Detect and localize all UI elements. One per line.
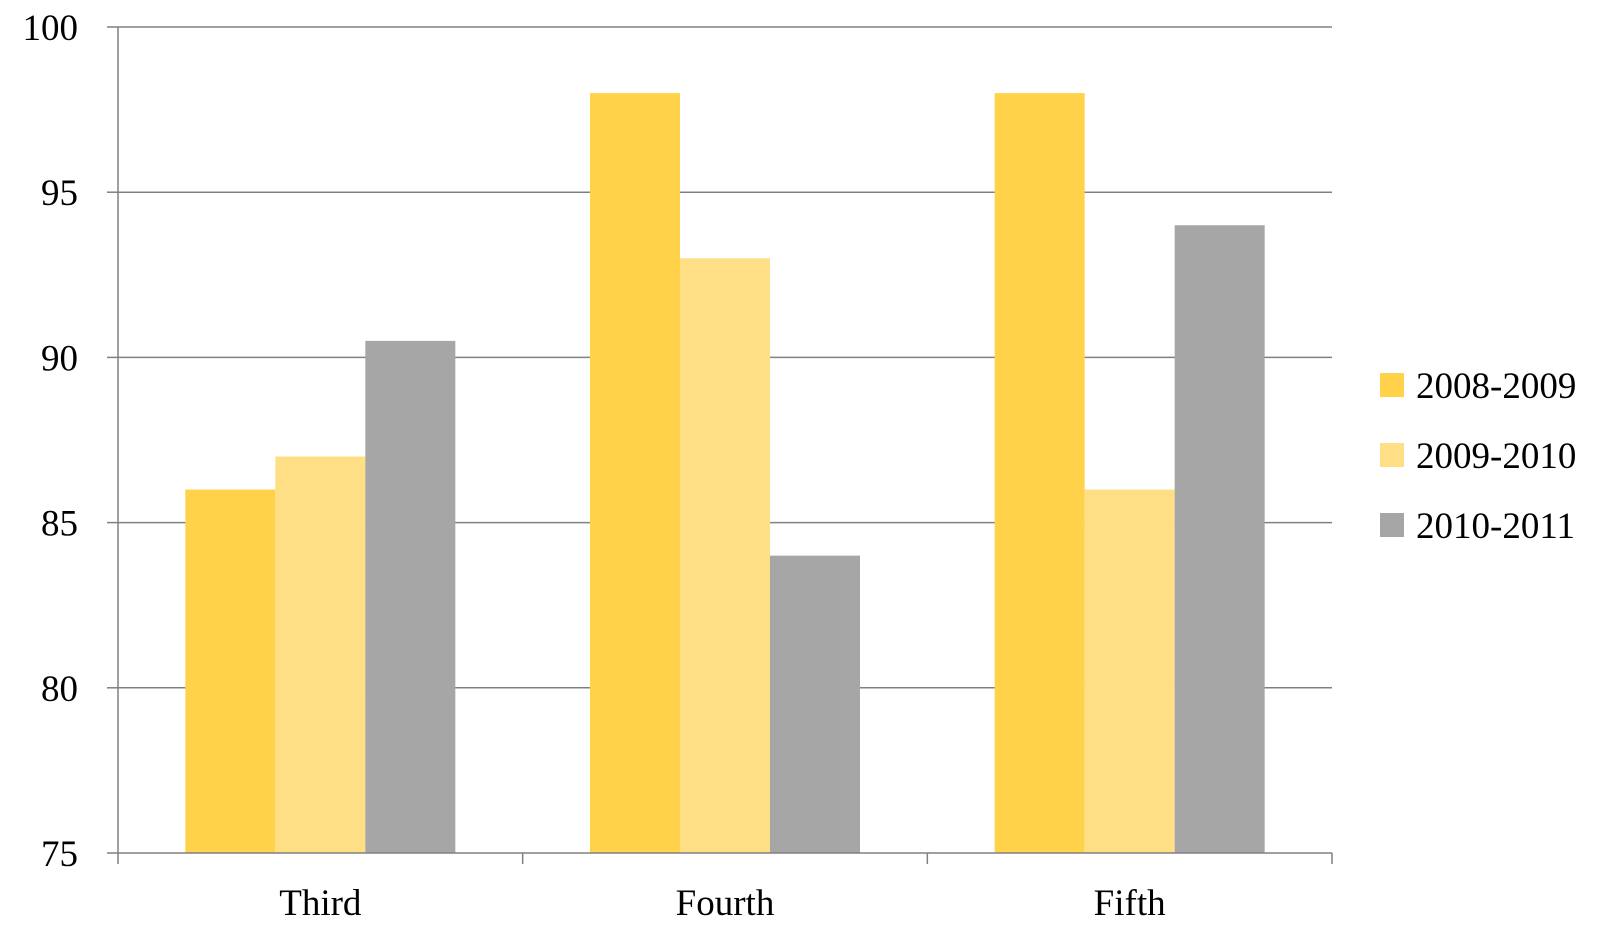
legend-swatch (1380, 373, 1404, 397)
axes: 75 80 85 90 95 100 Third Fourth Fifth (23, 8, 1333, 924)
x-tick-label: Fifth (1094, 883, 1166, 922)
legend-label: 2008-2009 (1416, 366, 1576, 407)
bar-third-2009-2010 (275, 456, 366, 853)
bar-fourth-2008-2009 (590, 93, 680, 853)
legend-label: 2010-2011 (1416, 506, 1575, 547)
bar-fifth-2009-2010 (1084, 489, 1175, 853)
y-tick-label: 100 (23, 8, 79, 49)
legend: 2008-2009 2009-2010 2010-2011 (1380, 366, 1576, 547)
y-tick-label: 80 (41, 669, 78, 710)
bar-third-2010-2011 (365, 340, 456, 853)
bar-fifth-2008-2009 (994, 93, 1085, 853)
legend-swatch (1380, 513, 1404, 537)
x-tick-label: Third (279, 883, 362, 922)
bar-third-2008-2009 (185, 489, 276, 853)
y-tick-label: 75 (41, 834, 78, 875)
bar-fifth-2010-2011 (1174, 225, 1265, 854)
bar-fourth-2009-2010 (680, 258, 770, 853)
legend-swatch (1380, 443, 1404, 467)
y-tick-label: 95 (41, 173, 78, 214)
y-tick-label: 90 (41, 338, 78, 379)
x-tick-label: Fourth (676, 883, 775, 922)
bars (185, 93, 1265, 854)
bar-fourth-2010-2011 (770, 555, 860, 853)
y-tick-label: 85 (41, 504, 78, 545)
legend-label: 2009-2010 (1416, 436, 1576, 477)
